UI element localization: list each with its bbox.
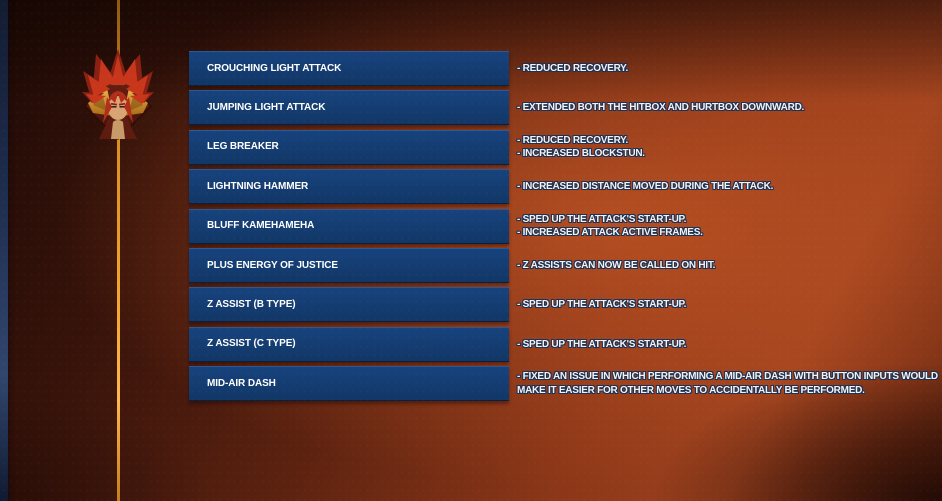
move-name-label: LEG BREAKER: [207, 141, 279, 153]
move-name-label: Z ASSIST (C TYPE): [207, 338, 296, 350]
change-description-line: - EXTENDED BOTH THE HITBOX AND HURTBOX D…: [517, 102, 805, 114]
change-description: - FIXED AN ISSUE IN WHICH PERFORMING A M…: [517, 366, 938, 401]
move-name-box: LIGHTNING HAMMER: [189, 169, 509, 205]
character-portrait-art: [82, 49, 154, 141]
move-change-row: LEG BREAKER - REDUCED RECOVERY. - INCREAS…: [189, 129, 938, 165]
move-name-box: CROUCHING LIGHT ATTACK: [189, 51, 509, 87]
left-edge-decoration: [0, 0, 8, 501]
move-change-row: MID-AIR DASH - FIXED AN ISSUE IN WHICH P…: [189, 366, 938, 402]
move-name-label: MID-AIR DASH: [207, 377, 276, 389]
change-description: - SPED UP THE ATTACK'S START-UP.: [517, 327, 686, 362]
move-change-row: Z ASSIST (C TYPE) - SPED UP THE ATTACK'S…: [189, 326, 938, 362]
change-description: - Z ASSISTS CAN NOW BE CALLED ON HIT.: [517, 248, 715, 283]
move-name-label: Z ASSIST (B TYPE): [207, 298, 296, 310]
move-name-label: PLUS ENERGY OF JUSTICE: [207, 259, 338, 271]
change-description-line: - REDUCED RECOVERY.: [517, 62, 629, 74]
change-description-line: - SPED UP THE ATTACK'S START-UP.: [517, 338, 687, 350]
change-description: - SPED UP THE ATTACK'S START-UP. - INCREA…: [517, 209, 703, 244]
change-description-line: - SPED UP THE ATTACK'S START-UP.: [517, 213, 687, 225]
move-name-label: LIGHTNING HAMMER: [207, 180, 309, 192]
move-name-box: JUMPING LIGHT ATTACK: [189, 90, 509, 126]
move-name-box: BLUFF KAMEHAMEHA: [189, 208, 509, 244]
move-name-box: Z ASSIST (B TYPE): [189, 287, 509, 323]
change-description: - EXTENDED BOTH THE HITBOX AND HURTBOX D…: [517, 90, 804, 125]
move-name-box: Z ASSIST (C TYPE): [189, 326, 509, 362]
vertical-accent-line: [117, 0, 120, 501]
change-description-line: - INCREASED BLOCKSTUN.: [517, 148, 645, 160]
change-description-line: MAKE IT EASIER FOR OTHER MOVES TO ACCIDE…: [517, 384, 865, 396]
change-description: - REDUCED RECOVERY. - INCREASED BLOCKSTUN…: [517, 130, 645, 165]
change-description-line: - FIXED AN ISSUE IN WHICH PERFORMING A M…: [517, 371, 938, 383]
change-description: - REDUCED RECOVERY.: [517, 51, 628, 86]
move-name-label: CROUCHING LIGHT ATTACK: [207, 62, 342, 74]
move-name-box: MID-AIR DASH: [189, 366, 509, 402]
change-description-line: - INCREASED ATTACK ACTIVE FRAMES.: [517, 227, 703, 239]
move-name-box: PLUS ENERGY OF JUSTICE: [189, 247, 509, 284]
change-description: - SPED UP THE ATTACK'S START-UP.: [517, 287, 686, 322]
move-change-row: PLUS ENERGY OF JUSTICE - Z ASSISTS CAN N…: [189, 247, 938, 284]
move-name-box: LEG BREAKER: [189, 129, 509, 165]
change-description-line: - INCREASED DISTANCE MOVED DURING THE AT…: [517, 180, 774, 192]
move-name-label: JUMPING LIGHT ATTACK: [207, 101, 326, 113]
change-description-line: - REDUCED RECOVERY.: [517, 134, 629, 146]
move-change-row: LIGHTNING HAMMER - INCREASED DISTANCE MO…: [189, 169, 938, 205]
move-change-row: Z ASSIST (B TYPE) - SPED UP THE ATTACK'S…: [189, 287, 938, 323]
move-name-label: BLUFF KAMEHAMEHA: [207, 220, 315, 232]
gogeta-ss4-portrait-icon: [80, 47, 156, 143]
change-description-line: - Z ASSISTS CAN NOW BE CALLED ON HIT.: [517, 259, 716, 271]
move-change-row: JUMPING LIGHT ATTACK - EXTENDED BOTH THE…: [189, 90, 938, 126]
change-description-line: - SPED UP THE ATTACK'S START-UP.: [517, 299, 687, 311]
move-change-list: CROUCHING LIGHT ATTACK - REDUCED RECOVER…: [189, 51, 938, 402]
move-change-row: BLUFF KAMEHAMEHA - SPED UP THE ATTACK'S …: [189, 208, 938, 244]
change-description: - INCREASED DISTANCE MOVED DURING THE AT…: [517, 169, 773, 204]
move-change-row: CROUCHING LIGHT ATTACK - REDUCED RECOVER…: [189, 51, 938, 87]
